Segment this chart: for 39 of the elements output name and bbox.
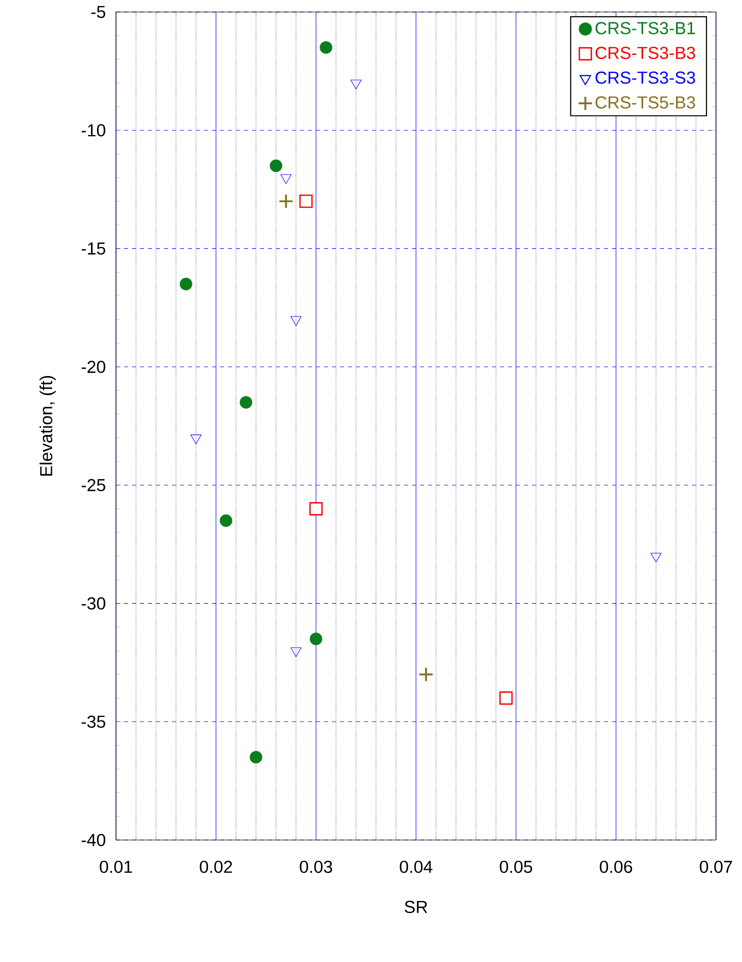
legend-label: CRS-TS3-S3 [596, 72, 696, 84]
y-tick-label: -35 [82, 716, 106, 728]
y-axis-title: Elevation, (ft) [40, 376, 56, 476]
point [190, 434, 202, 444]
x-tick-label: 0.02 [200, 860, 232, 873]
point [220, 514, 232, 527]
point [290, 316, 302, 326]
point [418, 666, 434, 682]
point [309, 502, 323, 516]
point [350, 80, 362, 90]
point [320, 41, 332, 54]
point [499, 691, 513, 705]
x-tick-label: 0.04 [400, 860, 432, 873]
y-tick-label: -10 [82, 124, 106, 136]
x-tick-label: 0.03 [300, 860, 332, 873]
legend-label: CRS-TS3-B3 [596, 46, 696, 60]
y-tick-label: -25 [82, 478, 106, 492]
y-tick-label: -15 [82, 242, 106, 255]
x-tick-label: 0.05 [500, 860, 532, 873]
point [180, 278, 192, 290]
y-tick-label: -30 [82, 597, 106, 610]
x-tick-label: 0.01 [100, 860, 132, 873]
point [650, 552, 662, 562]
point [280, 174, 292, 184]
legend-label: CRS-TS5-B3 [596, 96, 696, 109]
x-axis-title: SR [404, 900, 428, 914]
x-tick-label: 0.07 [700, 860, 732, 873]
point [240, 396, 252, 409]
point [310, 632, 322, 646]
point [250, 750, 262, 764]
y-tick-label: -40 [82, 834, 106, 846]
y-tick-label: -5 [91, 6, 106, 18]
legend-label: CRS-TS3-B1 [596, 22, 695, 34]
point [278, 194, 294, 209]
x-tick-label: 0.06 [600, 860, 632, 873]
point [270, 159, 282, 172]
point [299, 194, 313, 208]
y-tick-label: -20 [82, 360, 106, 373]
point [290, 647, 302, 658]
